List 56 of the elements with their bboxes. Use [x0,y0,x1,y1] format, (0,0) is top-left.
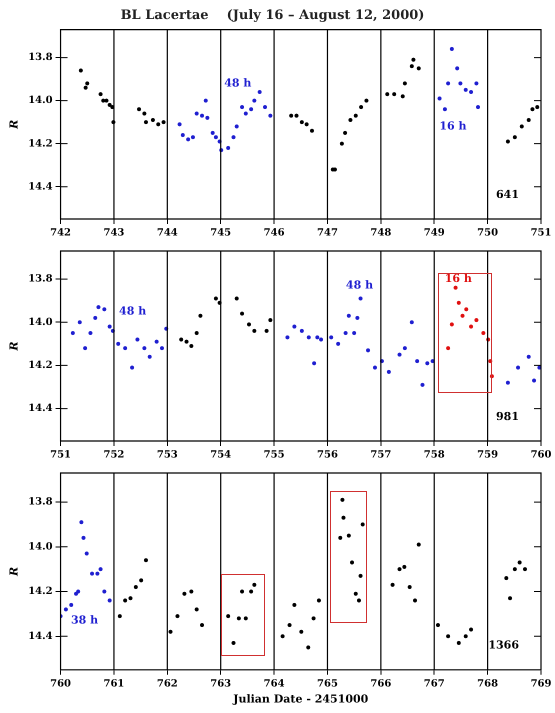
x-tick-label: 754 [210,450,232,461]
annotation: 48 h [346,278,374,292]
x-tick-label: 753 [156,450,178,461]
x-tick-label: 763 [210,678,232,690]
annotation: 48 h [119,304,146,318]
x-tick-label: 748 [370,228,392,239]
x-tick-label: 744 [156,228,178,239]
x-tick-label: 756 [317,450,338,461]
y-tick-label: 14.2 [28,586,53,598]
chart-title: BL Lacertae (July 16 – August 12, 2000) [120,8,424,24]
x-axis-title: Julian Date - 2451000 [232,692,369,706]
x-tick-label: 765 [317,678,338,690]
y-tick-label: 13.8 [28,52,53,64]
x-tick-label: 758 [424,450,445,461]
y-tick-label: 14.2 [28,360,53,372]
y-tick-label: 14.4 [28,630,53,642]
x-tick-label: 757 [370,450,392,461]
x-tick-label: 747 [317,228,338,239]
x-tick-label: 764 [264,678,285,690]
x-tick-label: 752 [104,450,124,461]
x-tick-label: 761 [104,678,124,690]
y-tick-label: 13.8 [28,274,53,285]
annotation: 16 h [444,272,472,285]
x-tick-label: 746 [264,228,285,239]
annotation: 16 h [439,119,466,132]
x-tick-label: 742 [50,228,72,239]
annotation: 1366 [488,638,520,652]
x-tick-label: 750 [477,228,498,239]
y-axis-title: R [7,120,20,130]
y-tick-label: 14.2 [28,138,53,150]
y-axis-title: R [7,341,20,352]
annotation: 641 [496,188,519,201]
annotation: 38 h [71,613,98,626]
x-tick-label: 760 [530,450,552,461]
x-tick-label: 768 [477,678,498,690]
x-tick-label: 743 [104,228,124,239]
x-tick-label: 755 [264,450,285,461]
y-tick-label: 14.0 [28,541,53,552]
x-tick-label: 766 [370,678,392,690]
x-tick-label: 759 [477,450,498,461]
x-tick-label: 751 [50,450,71,461]
y-axis-title: R [7,566,20,577]
x-tick-label: 760 [50,678,72,690]
x-tick-label: 751 [530,228,552,239]
y-tick-label: 14.0 [28,316,53,328]
annotation: 981 [496,410,519,423]
annotation: 48 h [224,76,252,90]
y-tick-label: 13.8 [28,496,53,508]
x-tick-label: 769 [530,678,552,690]
x-tick-label: 749 [424,228,445,239]
x-tick-label: 745 [210,228,232,239]
y-tick-label: 14.0 [28,95,53,106]
y-tick-label: 14.4 [28,181,53,192]
y-tick-label: 14.4 [28,403,53,414]
x-tick-label: 762 [156,678,178,690]
x-tick-label: 767 [424,678,445,690]
